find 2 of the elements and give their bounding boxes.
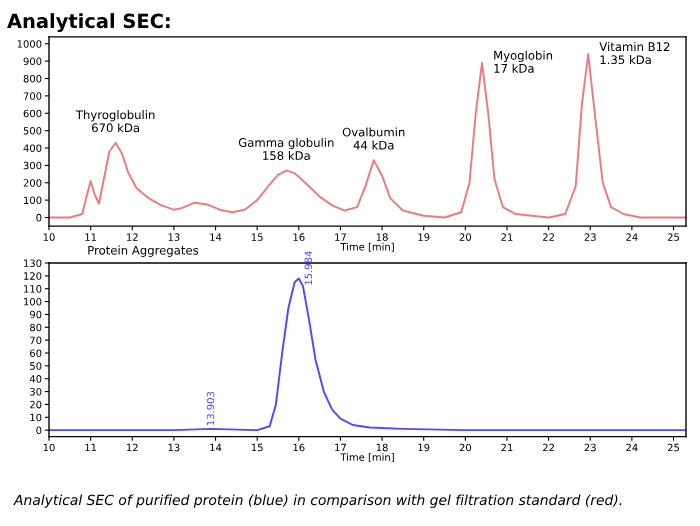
- chart-title: Analytical SEC:: [7, 13, 170, 33]
- line-series: [49, 53, 686, 219]
